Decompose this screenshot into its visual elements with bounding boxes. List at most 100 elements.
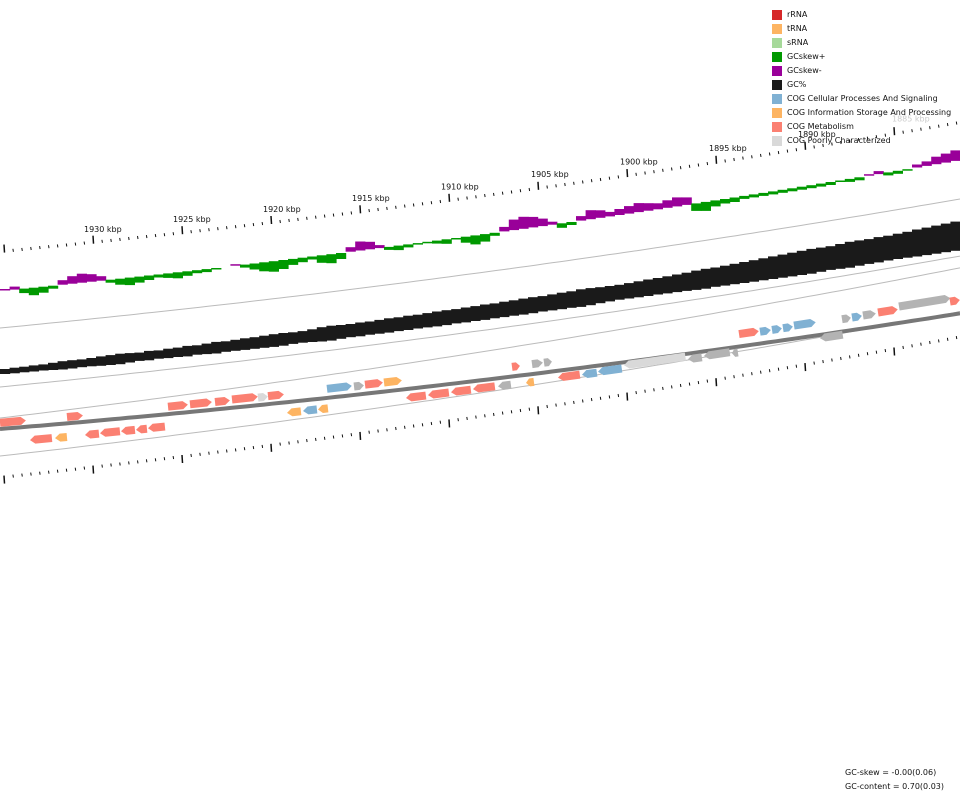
gene-arrow (511, 362, 520, 371)
gene-arrow (167, 401, 188, 411)
gc-content-bar (672, 274, 683, 293)
minor-tick (662, 386, 664, 390)
scale-label: 1900 kbp (620, 158, 658, 167)
gc-content-bar (508, 300, 519, 316)
minor-tick (564, 402, 566, 406)
gene-arrow (428, 388, 450, 399)
gene-minus-strand (428, 388, 450, 399)
ring-line (0, 198, 960, 329)
minor-tick (315, 437, 317, 441)
minor-tick (501, 191, 504, 195)
major-tick (270, 443, 273, 452)
minor-tick (608, 395, 611, 399)
gene-minus-strand (136, 424, 148, 434)
minor-tick (590, 179, 593, 183)
minor-tick (119, 462, 121, 466)
legend-label: rRNA (787, 10, 808, 19)
gene-arrow (841, 314, 851, 324)
scale-label: 1895 kbp (709, 144, 747, 153)
gc-skew-bar (48, 285, 59, 289)
gene-plus-strand (841, 314, 851, 324)
minor-tick (74, 467, 77, 471)
gene-arrow (55, 432, 68, 442)
gc-content-bar (662, 276, 673, 294)
gc-skew-bar (825, 182, 836, 185)
minor-tick (350, 433, 353, 437)
gc-skew-bar (249, 263, 260, 270)
gc-content-bar (230, 339, 241, 351)
gene-minus-strand (303, 405, 318, 415)
gc-content-bar (633, 281, 644, 298)
gc-content-bar (940, 223, 951, 253)
gc-content-bar (816, 247, 827, 272)
gc-skew-bar (153, 274, 164, 278)
gc-skew-bar (787, 188, 798, 192)
minor-tick (83, 466, 86, 470)
gene-plus-strand (189, 398, 212, 409)
scale-labels: 1930 kbp 1925 kbp 1920 kbp 1915 kbp 1910 kbp… (84, 115, 930, 234)
genome-backbone (0, 311, 960, 431)
gc-skew-bar (393, 245, 404, 251)
minor-tick (288, 441, 290, 445)
minor-tick (510, 190, 513, 194)
gc-content-bar (691, 270, 702, 290)
gene-minus-strand (100, 427, 121, 437)
gc-skew-bar (816, 183, 827, 187)
minor-tick (644, 389, 646, 393)
gc-skew-bar (633, 203, 644, 213)
minor-tick (929, 126, 931, 130)
gc-content-bar (393, 317, 404, 332)
minor-tick (706, 379, 709, 383)
gc-skew-bar (710, 200, 721, 207)
gc-skew-bar (499, 226, 510, 232)
gc-content-bar (124, 353, 135, 363)
gc-content-bar (729, 263, 740, 285)
minor-tick (404, 425, 406, 429)
gc-content-bar (240, 338, 251, 350)
scale-label: 1920 kbp (263, 205, 301, 214)
minor-tick (297, 217, 299, 221)
gc-content-bar (643, 279, 654, 296)
gc-skew-bar (460, 236, 471, 243)
legend-label: COG Metabolism (787, 122, 854, 131)
gc-skew-bar (172, 272, 183, 279)
gc-content-track (0, 221, 960, 374)
gc-content-bar (931, 225, 942, 254)
minor-tick (128, 236, 130, 241)
minor-tick (457, 197, 459, 201)
gc-skew-bar (585, 210, 596, 220)
minor-tick (751, 155, 753, 159)
backbone-line (0, 311, 960, 431)
minor-tick (555, 403, 557, 407)
gene-arrow (231, 393, 258, 404)
legend-item-rrna: rRNA (772, 8, 951, 22)
gc-skew-bar (86, 274, 97, 282)
gc-content-bar (700, 268, 711, 289)
gene-arrow (303, 405, 318, 415)
minor-tick (644, 171, 646, 175)
gene-minus-strand (820, 330, 844, 342)
scale-label: 1905 kbp (531, 170, 569, 179)
scale-label: 1930 kbp (84, 225, 122, 234)
minor-tick (395, 205, 397, 209)
legend-label: sRNA (787, 38, 809, 47)
minor-tick (768, 152, 771, 156)
minor-tick (813, 145, 815, 149)
gene-arrow (121, 425, 136, 435)
gene-minus-strand (688, 353, 703, 363)
gc-content-bar (67, 360, 78, 369)
minor-tick (573, 181, 575, 185)
major-tick (448, 193, 451, 202)
gene-arrow (364, 379, 383, 389)
gene-arrow (582, 368, 598, 378)
major-tick (448, 419, 451, 428)
gene-arrow (732, 348, 739, 357)
gc-content-bar (211, 341, 222, 354)
gene-plus-strand (771, 325, 782, 334)
gc-content-bar (604, 286, 615, 302)
gene-arrow (558, 370, 581, 381)
minor-tick (119, 237, 121, 241)
gc-skew-bar (384, 246, 395, 250)
minor-tick (421, 423, 424, 427)
